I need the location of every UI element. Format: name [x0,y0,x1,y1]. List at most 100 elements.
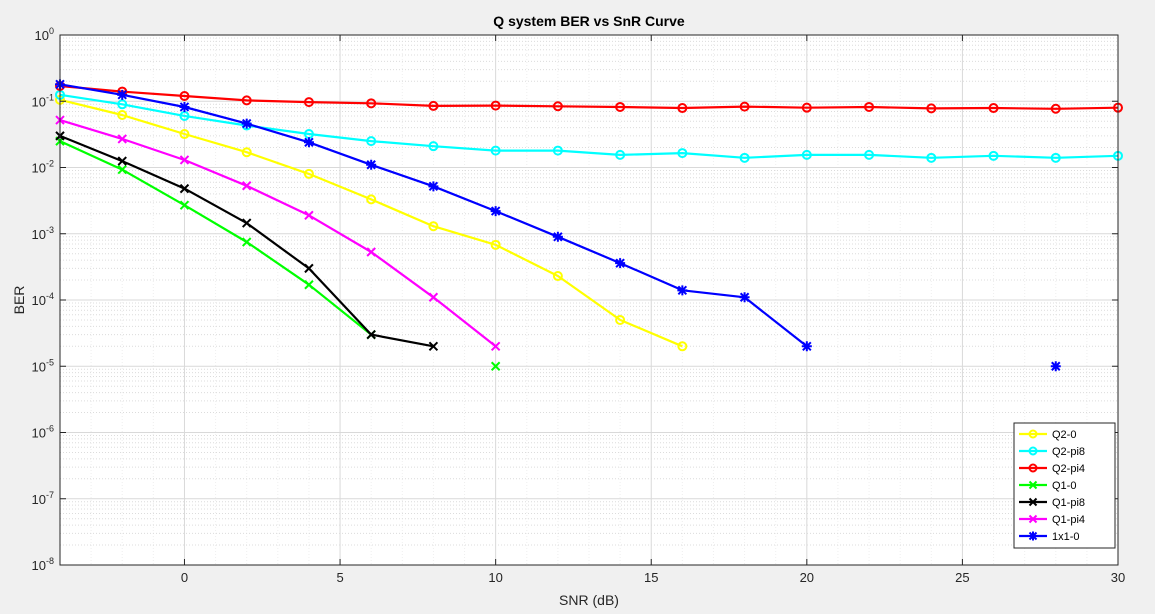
legend-item: 1x1-0 [1019,531,1080,543]
data-point-marker [1028,480,1038,490]
series-line [59,98,683,348]
data-point-marker [1028,446,1038,456]
data-point-marker [179,129,190,140]
data-point-marker [1028,531,1038,541]
legend-item: Q2-0 [1019,429,1076,441]
legend-label: Q2-pi8 [1052,446,1085,458]
data-point-marker [1050,103,1061,114]
data-point-marker [1028,429,1038,439]
series-q1-pi4 [55,115,501,352]
data-point-marker [1028,497,1038,507]
data-point-marker [241,181,252,191]
x-tick-label: 20 [800,570,814,585]
series-q1-0 [55,136,501,371]
x-tick-label: 30 [1111,570,1125,585]
series-line [59,140,372,336]
legend-label: Q1-pi4 [1052,514,1085,526]
data-point-marker [179,155,190,165]
data-point-marker [552,145,563,156]
data-point-marker [1050,361,1061,372]
data-point-marker [428,292,439,302]
data-point-marker [366,159,377,170]
data-point-marker [303,168,314,179]
data-point-marker [366,136,377,147]
series-q2-pi4 [55,80,1123,114]
data-point-marker [428,341,439,352]
data-point-marker [677,341,688,352]
legend-label: Q1-pi8 [1052,497,1085,509]
data-point-marker [490,239,501,250]
data-point-marker [615,101,626,112]
data-point-marker [117,89,128,100]
data-point-marker [1050,152,1061,163]
series-line [59,119,497,348]
data-point-marker [428,221,439,232]
data-point-marker [552,271,563,282]
series-lines [55,79,1123,372]
data-point-marker [304,280,314,290]
data-point-marker [926,152,937,163]
chart-title: Q system BER vs SnR Curve [493,13,685,29]
series-line [59,84,1119,110]
data-point-marker [117,134,127,144]
data-point-marker [117,164,127,175]
series-q1-pi8 [55,131,439,352]
data-point-marker [739,152,750,163]
legend-label: 1x1-0 [1052,531,1080,543]
data-point-marker [428,181,439,192]
data-point-marker [179,183,190,194]
x-tick-label: 5 [336,570,343,585]
data-point-marker [241,118,252,129]
data-point-marker [241,237,252,247]
data-point-marker [366,98,377,109]
data-point-marker [615,258,626,269]
legend-item: Q1-pi4 [1019,514,1085,526]
legend-label: Q2-0 [1052,429,1076,441]
series-line [59,93,1119,159]
data-point-marker [241,95,252,106]
series-1x1-0 [55,79,1061,372]
grid [59,34,1119,566]
data-point-marker [988,150,999,161]
data-point-marker [677,148,688,159]
data-point-marker [303,137,314,148]
legend-item: Q2-pi8 [1019,446,1085,458]
data-point-marker [366,329,376,340]
data-point-marker [179,91,190,102]
data-point-marker [801,102,812,113]
data-point-marker [241,218,252,228]
data-point-marker [1028,463,1038,473]
data-point-marker [490,206,501,217]
data-point-marker [490,100,501,111]
x-tick-label: 10 [488,570,502,585]
data-point-marker [926,103,937,114]
data-point-marker [677,103,688,114]
legend-label: Q2-pi4 [1052,463,1085,475]
data-point-marker [304,263,314,274]
legend-item: Q1-0 [1019,480,1076,492]
y-axis-label: BER [11,286,27,315]
x-tick-label: 25 [955,570,969,585]
data-point-marker [677,285,688,296]
data-point-marker [988,103,999,114]
x-tick-label: 15 [644,570,658,585]
data-point-marker [552,231,563,242]
data-point-marker [117,110,128,121]
data-point-marker [490,145,501,156]
data-point-marker [552,101,563,112]
data-point-marker [179,200,190,210]
legend: Q2-0 Q2-pi8 Q2-pi4 Q1-0 Q1-pi8 Q1-pi4 1x1-0 [1013,422,1116,549]
data-point-marker [428,141,439,152]
data-point-marker [117,156,127,166]
data-point-marker [241,147,252,158]
data-point-marker [1028,514,1038,524]
legend-item: Q2-pi4 [1019,463,1085,475]
data-point-marker [304,210,314,220]
data-point-marker [864,101,875,112]
data-point-marker [179,101,190,112]
data-point-marker [366,194,377,205]
data-point-marker [739,101,750,112]
data-point-marker [864,149,875,160]
data-point-marker [615,149,626,160]
